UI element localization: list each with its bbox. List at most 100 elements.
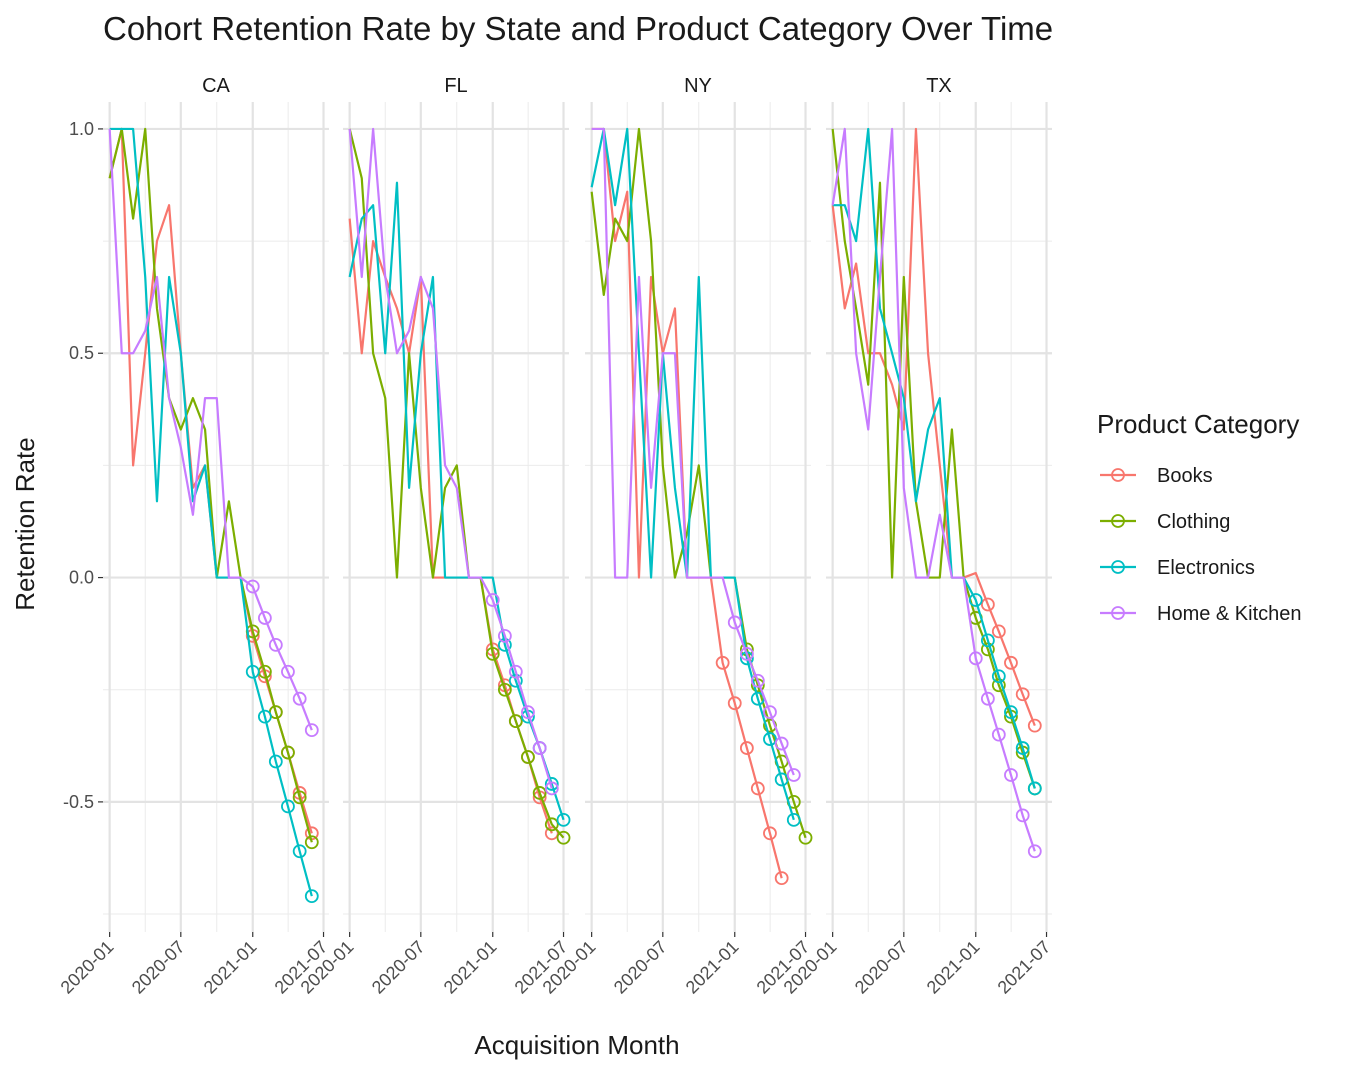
series-home-kitchen-ca <box>108 128 319 738</box>
data-point <box>968 593 983 607</box>
legend-item-books: Books <box>1100 465 1213 487</box>
legend: Product Category Books Clothing Electronic… <box>1097 409 1302 625</box>
x-tick-label: 2021-01 <box>682 937 743 998</box>
data-point <box>798 830 813 845</box>
data-point <box>1004 655 1018 670</box>
series-line <box>348 181 565 821</box>
strip-label-ny: NY <box>684 75 712 97</box>
series-home-kitchen-fl <box>348 127 559 796</box>
data-point <box>485 646 500 661</box>
data-point <box>532 786 547 800</box>
data-point <box>763 705 777 720</box>
x-tick-label: 2020-07 <box>368 937 429 998</box>
legend-label: Books <box>1157 465 1213 487</box>
y-tick-label: -0.5 <box>63 792 94 812</box>
series-electronics-tx <box>832 127 1042 796</box>
data-point <box>991 669 1006 684</box>
x-tick-label: 2020-07 <box>851 937 912 998</box>
series-line <box>108 128 313 731</box>
legend-label: Home & Kitchen <box>1157 603 1302 625</box>
data-point <box>497 628 512 643</box>
data-point <box>304 723 319 738</box>
legend-key-point <box>1111 514 1125 528</box>
data-point <box>268 637 283 652</box>
legend-key-point <box>1111 468 1125 482</box>
data-point <box>739 646 754 661</box>
data-point <box>1027 718 1042 733</box>
strip-label-tx: TX <box>926 75 952 97</box>
data-point <box>292 844 307 859</box>
data-point <box>774 772 789 787</box>
data-point <box>1015 741 1030 755</box>
legend-label: Electronics <box>1157 557 1255 579</box>
chart-title: Cohort Retention Rate by State and Produ… <box>103 10 1053 47</box>
data-point <box>980 597 995 612</box>
data-point <box>750 781 765 796</box>
data-point <box>245 579 260 594</box>
series-electronics-ca <box>109 127 319 904</box>
data-point <box>521 750 535 764</box>
data-point <box>257 611 272 625</box>
series-line <box>348 127 553 789</box>
data-point <box>727 615 742 630</box>
series-books-tx <box>831 127 1042 733</box>
data-point <box>786 768 801 782</box>
data-point <box>980 633 995 648</box>
strip-label-fl: FL <box>444 75 467 97</box>
data-point <box>727 696 742 711</box>
legend-title: Product Category <box>1097 409 1299 439</box>
series-clothing-fl <box>348 128 571 845</box>
data-point <box>521 705 535 720</box>
data-point <box>304 835 319 850</box>
data-point <box>485 593 500 607</box>
data-point <box>1027 844 1042 859</box>
x-tick-label: 2021-01 <box>200 937 261 998</box>
data-point <box>281 799 295 814</box>
series-home-kitchen-ny <box>591 127 801 782</box>
data-point <box>544 826 559 841</box>
y-axis-title: Retention Rate <box>10 437 40 610</box>
data-point <box>991 727 1006 742</box>
y-tick-label: 1.0 <box>69 119 94 139</box>
data-point <box>508 664 523 679</box>
x-tick-label: 2021-01 <box>923 937 984 998</box>
x-axis-title: Acquisition Month <box>474 1030 679 1060</box>
series-line <box>109 127 313 897</box>
data-point <box>1027 781 1042 796</box>
data-point <box>715 655 730 670</box>
data-point <box>544 777 559 791</box>
data-point <box>497 682 512 697</box>
data-point <box>292 790 307 805</box>
data-point <box>763 732 777 746</box>
data-point <box>980 691 995 706</box>
x-tick-label: 2020-07 <box>610 937 671 998</box>
data-point <box>1004 768 1018 782</box>
data-point <box>968 651 983 666</box>
data-point <box>763 826 777 841</box>
data-point <box>774 871 789 886</box>
series-clothing-tx <box>831 128 1042 796</box>
data-point <box>556 812 571 827</box>
legend-item-electronics: Electronics <box>1100 557 1255 579</box>
series-line <box>831 127 1036 852</box>
series-line <box>831 127 1036 727</box>
x-tick-label: 2021-01 <box>440 937 501 998</box>
y-tick-label: 0.5 <box>69 343 94 363</box>
x-tick-label: 2020-07 <box>128 937 189 998</box>
data-point <box>774 736 789 751</box>
data-point <box>556 830 571 845</box>
series-line <box>348 128 565 839</box>
data-point <box>750 673 765 688</box>
data-point <box>786 812 801 827</box>
x-tick-label: 2020-01 <box>57 937 118 998</box>
data-point <box>991 624 1006 639</box>
data-point <box>257 709 272 724</box>
data-point <box>544 817 559 832</box>
series-line <box>590 127 807 839</box>
data-point <box>1015 687 1030 702</box>
series-home-kitchen-tx <box>831 127 1042 859</box>
